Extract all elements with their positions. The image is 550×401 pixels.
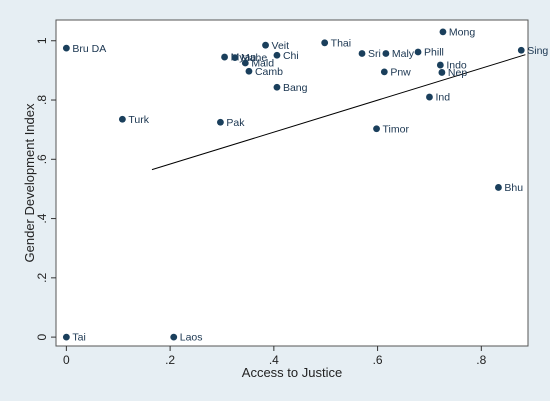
y-axis-title: Gender Development Index: [22, 103, 37, 262]
data-point: [517, 46, 525, 54]
data-point: [245, 67, 253, 75]
y-tick-label: .8: [35, 95, 49, 105]
y-tick-label: .4: [35, 213, 49, 223]
plot-area: [55, 19, 529, 347]
data-point: [438, 69, 446, 76]
data-point-label: Camb: [255, 66, 283, 78]
data-point-label: Chi: [283, 50, 299, 62]
data-point: [62, 333, 70, 341]
data-point: [321, 39, 329, 47]
data-point: [380, 68, 388, 76]
data-point-label: Thai: [331, 37, 351, 49]
x-tick-label: 0: [63, 353, 70, 367]
data-point-label: Sing: [527, 45, 548, 57]
data-point-label: Nep: [448, 67, 467, 79]
data-point: [62, 44, 70, 52]
y-tick-label: .6: [35, 154, 49, 164]
data-point: [241, 59, 249, 67]
y-tick-label: 1: [35, 37, 49, 44]
data-point-label: Ind: [435, 92, 450, 104]
x-tick-label: .2: [165, 353, 175, 367]
data-point-label: Sri: [368, 48, 381, 60]
data-point: [170, 333, 178, 341]
data-point: [426, 93, 433, 101]
data-point-label: Mald: [251, 58, 274, 70]
data-point: [221, 53, 228, 61]
fit-line: [151, 54, 526, 171]
data-point: [358, 50, 366, 57]
data-point-label: Laos: [180, 332, 203, 344]
data-point: [439, 28, 447, 36]
data-point-label: Bhu: [504, 182, 523, 194]
data-point-label: Maly: [392, 48, 415, 60]
data-point-label: Bang: [283, 82, 308, 94]
data-point-label: Mong: [449, 26, 475, 38]
x-tick-label: .8: [476, 353, 486, 367]
x-axis: 0 .2 .4 .6 .8: [63, 346, 487, 367]
y-tick-label: .2: [35, 273, 49, 283]
data-point-label: Tai: [72, 332, 85, 344]
data-point: [273, 83, 281, 91]
data-point-label: Veit: [272, 40, 290, 52]
data-point: [436, 61, 444, 69]
fit-line-group: [151, 54, 526, 171]
data-point-label: Indo: [446, 60, 467, 72]
data-point: [262, 41, 269, 49]
data-point-label: Turk: [128, 114, 149, 126]
y-axis: 0 .2 .4 .6 .8 1: [35, 37, 56, 340]
data-point: [414, 48, 422, 56]
data-point-label: Phill: [424, 47, 444, 59]
data-point: [382, 50, 390, 57]
data-point-label: Myan: [231, 52, 257, 64]
data-point: [373, 125, 380, 133]
data-point-label: Timor: [383, 123, 410, 135]
data-point: [217, 118, 224, 126]
data-point: [495, 184, 502, 191]
x-axis-title: Access to Justice: [242, 365, 342, 380]
x-tick-label: .4: [269, 353, 279, 367]
x-tick-label: .6: [373, 353, 383, 367]
data-point-label: Pnw: [390, 66, 411, 78]
y-tick-label: 0: [35, 333, 49, 340]
data-point: [273, 51, 281, 59]
data-point-label: Bru DA: [72, 43, 106, 55]
data-point: [118, 115, 126, 123]
data-point: [231, 54, 239, 62]
data-point-label: Pak: [226, 117, 245, 129]
